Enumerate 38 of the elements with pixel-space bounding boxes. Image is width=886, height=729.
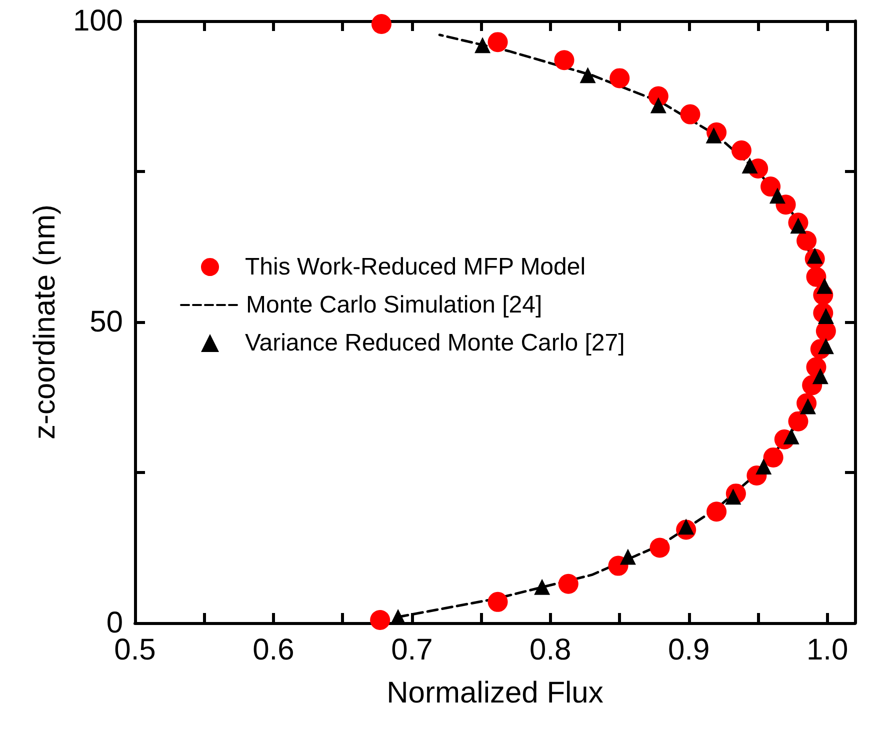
legend-label: Monte Carlo Simulation [24] xyxy=(246,292,542,318)
point xyxy=(650,97,666,114)
y-tick-label: 100 xyxy=(72,4,123,38)
x-tick-label: 0.8 xyxy=(530,634,572,666)
point xyxy=(558,574,578,594)
point xyxy=(371,14,392,34)
y-axis-title: z-coordinate (nm) xyxy=(28,204,62,440)
point xyxy=(796,230,817,251)
point xyxy=(760,176,781,197)
point xyxy=(650,538,670,558)
point xyxy=(806,266,826,287)
point xyxy=(731,140,752,160)
x-tick-label: 0.6 xyxy=(252,634,294,666)
x-axis-title: Normalized Flux xyxy=(386,676,604,710)
point xyxy=(706,502,727,522)
point xyxy=(816,278,833,294)
x-tick-label: 0.9 xyxy=(668,634,710,666)
point xyxy=(474,37,491,54)
point xyxy=(370,610,390,630)
point xyxy=(812,368,828,384)
point xyxy=(610,68,630,88)
point xyxy=(763,447,784,468)
point xyxy=(769,188,786,204)
y-tick-label: 50 xyxy=(90,306,123,338)
point xyxy=(554,50,574,70)
point xyxy=(488,32,508,52)
x-tick-label: 0.7 xyxy=(391,634,433,666)
point xyxy=(680,104,700,124)
point xyxy=(756,458,772,474)
point xyxy=(620,548,636,565)
legend-label: This Work-Reduced MFP Model xyxy=(245,254,586,280)
legend-label: Variance Reduced Monte Carlo [27] xyxy=(245,330,625,356)
point xyxy=(788,411,808,432)
point xyxy=(580,67,596,84)
x-tick-label: 1.0 xyxy=(806,634,848,666)
point xyxy=(534,578,550,595)
point xyxy=(488,592,508,612)
point xyxy=(742,157,758,174)
